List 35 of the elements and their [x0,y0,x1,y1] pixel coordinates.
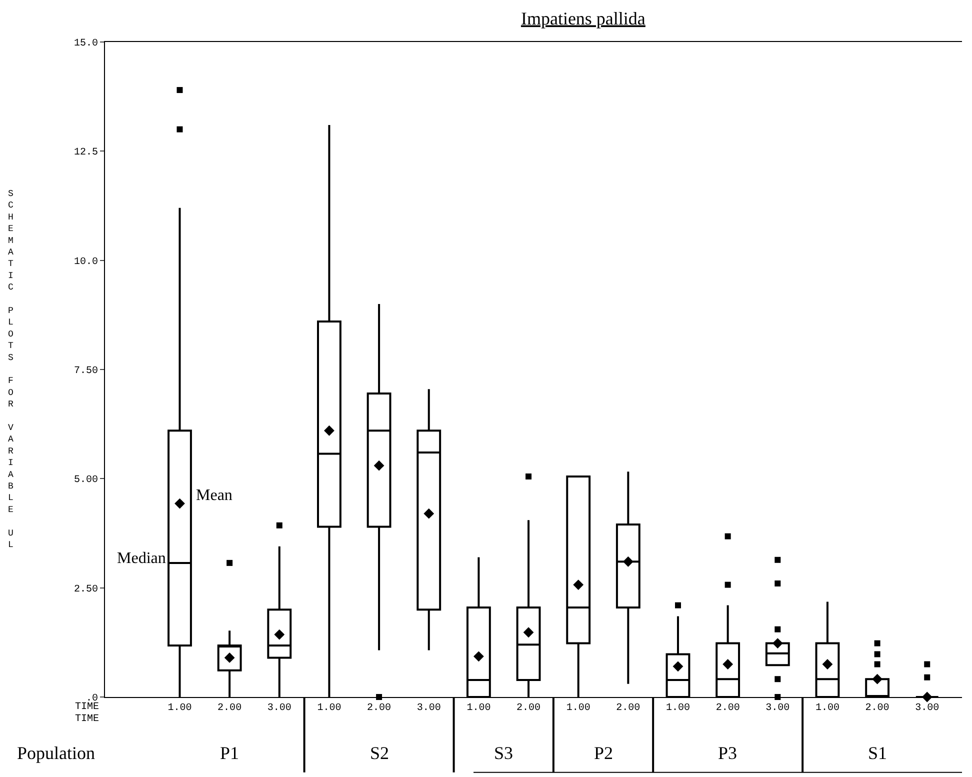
text: P1 [220,743,240,763]
x-tick-label: 1.00 [317,703,342,714]
x-tick-label: 3.00 [915,703,940,714]
x-tick-label: 2.00 [516,703,541,714]
x-tick-label: 3.00 [766,703,790,714]
chart-title: Impatiens pallida [520,8,646,28]
x-tick-label: 2.00 [616,703,640,714]
y-tick-label: 10.0 [74,256,98,268]
x-tick-label: 1.00 [466,703,491,714]
y-tick-label: 7.50 [74,366,98,377]
text: TIME [75,702,100,713]
x-tick-label: 1.00 [566,703,590,714]
x-tick-label: 3.00 [267,703,292,714]
annotation: Mean [196,487,232,504]
x-tick-label: 3.00 [416,703,441,714]
y-tick-label: 15.0 [74,38,98,50]
y-tick-label: 5.00 [74,475,98,486]
text: TIME [75,714,100,725]
text: P3 [718,743,738,763]
x-tick-label: 1.00 [815,703,840,714]
x-tick-label: 1.00 [666,703,690,714]
text: S1 [868,743,888,763]
text: Population [17,743,96,763]
y-tick-label: 2.50 [74,584,98,596]
x-tick-label: 2.00 [716,703,740,714]
annotation: Median [117,550,166,567]
y-tick-label: 12.5 [74,148,98,159]
text: SCHEMATIC PLOTS FOR VARIABLE UL [8,189,14,550]
x-tick-label: 2.00 [218,703,242,714]
x-tick-label: 2.00 [367,703,392,714]
x-tick-label: 1.00 [168,703,192,714]
x-tick-label: 2.00 [865,703,890,714]
text: S3 [494,743,514,763]
text: S2 [370,743,390,763]
text: P2 [594,743,614,763]
